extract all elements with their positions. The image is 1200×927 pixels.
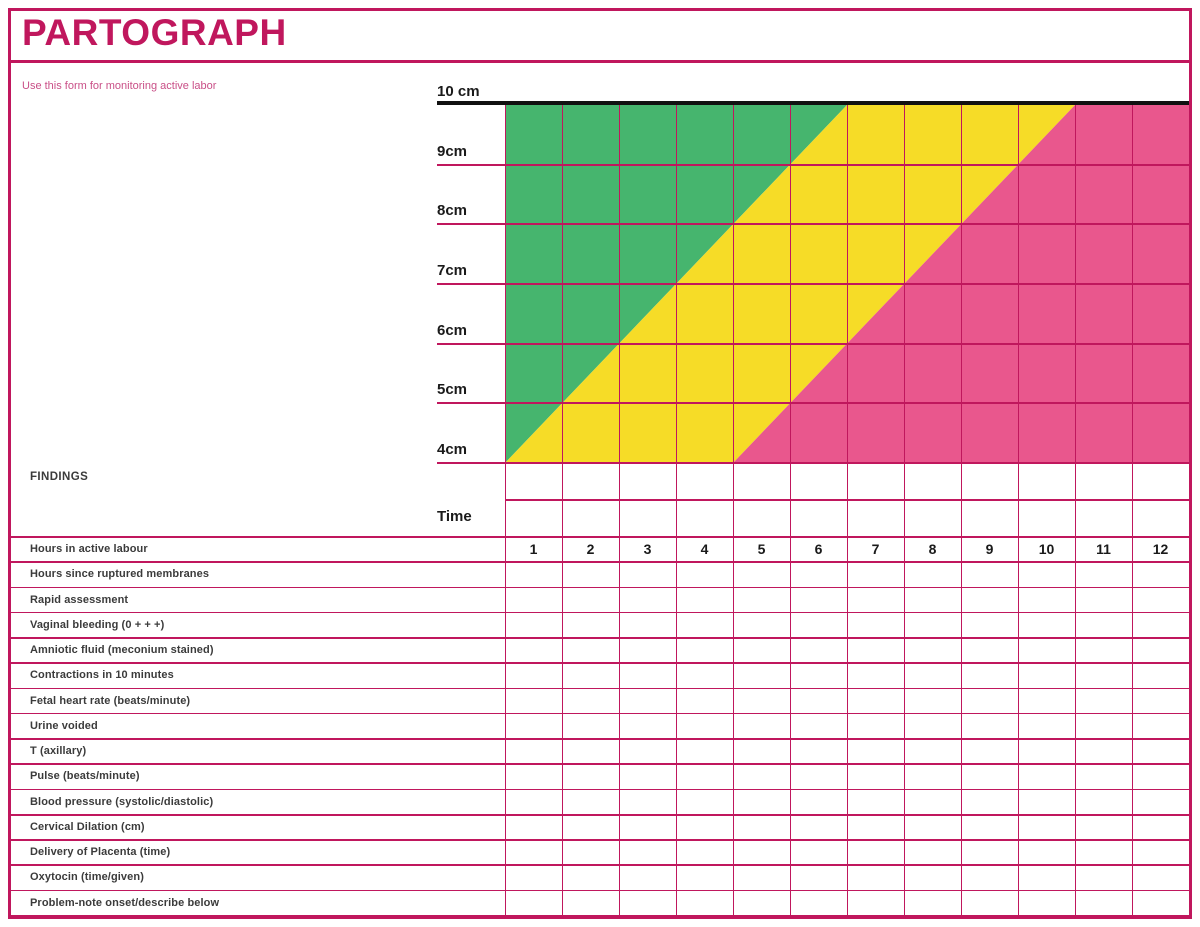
title-rule <box>11 60 1189 63</box>
hour-cell: 10 <box>1038 541 1055 557</box>
row-label: Hours since ruptured membranes <box>30 568 210 581</box>
table-row-line <box>11 864 1189 867</box>
dilation-line <box>437 223 1189 226</box>
hour-cell: 12 <box>1152 541 1169 557</box>
row-label: Problem-note onset/describe below <box>30 896 220 909</box>
dilation-line <box>437 163 1189 166</box>
dilation-label: 10 cm <box>437 83 480 100</box>
grid-vline <box>675 105 677 916</box>
dilation-line <box>437 101 1189 105</box>
grid-vline <box>1017 105 1019 916</box>
form-instruction: Use this form for monitoring active labo… <box>22 80 217 92</box>
dilation-label: 5cm <box>437 381 468 399</box>
grid-vline <box>960 105 962 916</box>
grid-vline <box>561 105 563 916</box>
dilation-line <box>437 342 1189 345</box>
hour-cell: 4 <box>700 541 709 557</box>
hour-cell: 1 <box>529 541 538 557</box>
grid-vline <box>1074 105 1076 916</box>
findings-label: FINDINGS <box>30 471 89 483</box>
hour-cell: 2 <box>586 541 595 557</box>
grid-vline <box>732 105 734 916</box>
row-label: Blood pressure (systolic/diastolic) <box>30 795 214 808</box>
grid-vline <box>504 105 506 916</box>
dilation-label: 9cm <box>437 142 468 160</box>
table-row-line <box>11 536 1189 538</box>
table-row-line <box>11 839 1189 841</box>
dilation-line <box>437 462 1189 464</box>
dilation-label: 4cm <box>437 441 468 458</box>
row-label: T (axillary) <box>30 745 87 758</box>
table-row-line <box>11 687 1189 690</box>
hour-cell: 9 <box>985 541 994 557</box>
row-label: Hours in active labour <box>30 543 148 555</box>
table-row-line <box>11 637 1189 639</box>
grid-vline <box>903 105 905 916</box>
row-label: Contractions in 10 minutes <box>30 669 174 682</box>
grid-vline <box>846 105 848 916</box>
hour-cell: 7 <box>871 541 880 557</box>
dilation-line <box>437 402 1189 405</box>
hour-cell: 11 <box>1096 541 1111 557</box>
row-label: Oxytocin (time/given) <box>30 871 144 884</box>
table-row-line <box>11 889 1189 892</box>
row-label: Pulse (beats/minute) <box>30 770 140 783</box>
row-label: Vaginal bleeding (0 + + +) <box>30 618 165 631</box>
table-row-line <box>11 915 1189 917</box>
table-row-line <box>11 813 1189 816</box>
dilation-line <box>437 283 1189 285</box>
dilation-label: 6cm <box>437 321 468 339</box>
dilation-label: 7cm <box>437 262 468 279</box>
row-label: Amniotic fluid (meconium stained) <box>30 644 214 657</box>
table-row-line <box>11 738 1189 740</box>
row-label: Fetal heart rate (beats/minute) <box>30 694 191 707</box>
hour-cell: 3 <box>643 541 652 557</box>
table-row-line <box>11 763 1189 765</box>
table-row-line <box>11 586 1189 589</box>
time-label: Time <box>437 508 472 525</box>
hour-cell: 6 <box>814 541 823 557</box>
hour-cell: 8 <box>928 541 937 557</box>
row-label: Urine voided <box>30 719 98 732</box>
row-label: Delivery of Placenta (time) <box>30 846 171 859</box>
hour-cell: 5 <box>757 541 766 557</box>
dilation-label: 8cm <box>437 202 468 220</box>
row-label: Cervical Dilation (cm) <box>30 820 145 833</box>
table-row-line <box>11 788 1189 791</box>
table-row-line <box>11 662 1189 664</box>
grid-vline <box>789 105 791 916</box>
page-title: PARTOGRAPH <box>22 12 287 53</box>
grid-vline <box>1131 105 1133 916</box>
grid-vline <box>1188 105 1190 916</box>
table-row-line <box>11 611 1189 614</box>
table-row-line <box>11 561 1189 563</box>
table-row-line <box>11 712 1189 715</box>
page-border <box>8 8 1192 919</box>
grid-vline <box>618 105 620 916</box>
time-row-line <box>505 499 1189 501</box>
row-label: Rapid assessment <box>30 593 129 606</box>
